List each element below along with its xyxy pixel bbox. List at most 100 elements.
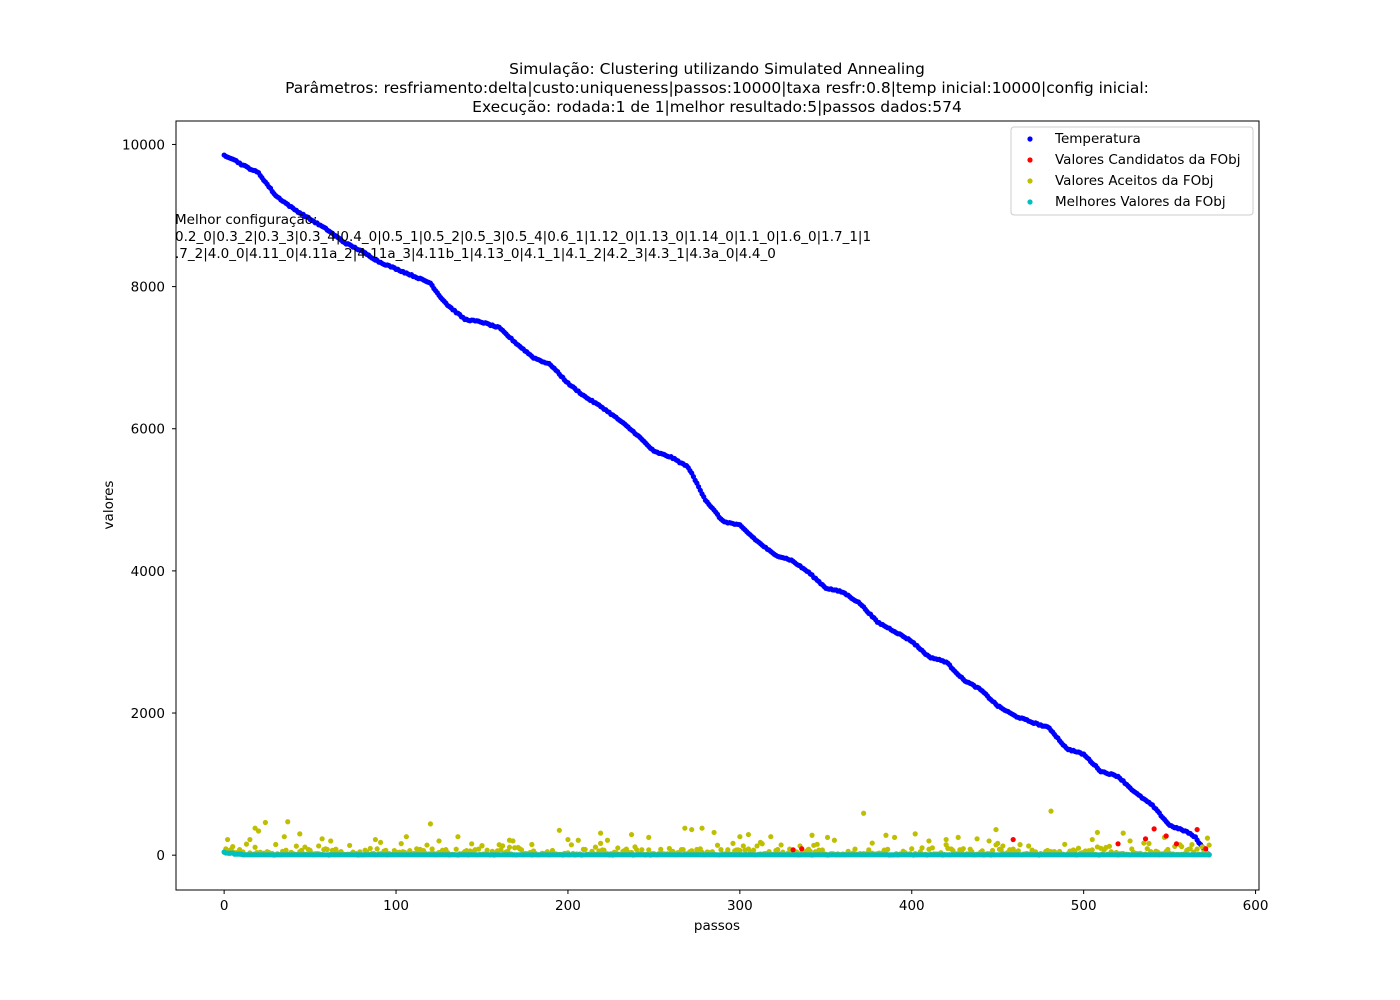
point-aceito xyxy=(398,841,404,847)
point-aceito xyxy=(255,828,262,834)
x-tick-label: 300 xyxy=(727,898,753,914)
point-aceito xyxy=(1062,841,1068,847)
legend-marker-melhores xyxy=(1027,199,1033,205)
point-aceito xyxy=(955,834,961,841)
point-aceito xyxy=(1048,808,1054,814)
point-aceito xyxy=(427,821,434,827)
plot-area xyxy=(221,152,1212,858)
point-aceito xyxy=(646,834,652,841)
point-aceito xyxy=(324,846,330,853)
point-aceito xyxy=(1189,841,1195,848)
series-valores-candidatos xyxy=(790,826,1209,853)
point-aceito xyxy=(333,846,339,852)
legend-label-aceitos: Valores Aceitos da FObj xyxy=(1055,173,1214,189)
point-aceito xyxy=(1106,843,1113,849)
point-aceito xyxy=(737,834,743,840)
point-melhor xyxy=(1206,852,1212,858)
point-candidato xyxy=(1203,846,1209,852)
legend-marker-temperatura xyxy=(1027,136,1033,142)
title-line-1: Simulação: Clustering utilizando Simulat… xyxy=(509,60,925,78)
point-aceito xyxy=(247,836,253,843)
point-aceito xyxy=(518,847,525,853)
x-axis-ticks: 0 100 200 300 400 500 600 xyxy=(220,890,1268,914)
point-aceito xyxy=(689,826,695,833)
point-aceito xyxy=(831,837,837,843)
point-aceito xyxy=(506,844,513,850)
point-aceito xyxy=(751,847,757,853)
legend-marker-aceitos xyxy=(1027,178,1033,184)
legend-label-melhores: Melhores Valores da FObj xyxy=(1055,194,1226,210)
annotation-line-3: .7_2|4.0_0|4.11_0|4.11a_2|4.11a_3|4.11b_… xyxy=(175,246,776,262)
point-aceito xyxy=(1146,840,1152,847)
point-aceito xyxy=(374,846,380,852)
point-aceito xyxy=(1204,835,1211,841)
title-line-3: Execução: rodada:1 de 1|melhor resultado… xyxy=(472,98,962,116)
point-aceito xyxy=(453,846,459,852)
series-valores-aceitos xyxy=(221,808,1212,858)
point-aceito xyxy=(1094,829,1101,836)
y-axis-ticks: 0 2000 4000 6000 8000 10000 xyxy=(122,137,176,864)
x-tick-label: 200 xyxy=(555,898,581,914)
point-aceito xyxy=(455,834,461,840)
point-aceito xyxy=(646,847,652,853)
point-aceito xyxy=(852,846,858,852)
point-aceito xyxy=(316,843,322,849)
point-aceito xyxy=(757,839,764,845)
point-aceito xyxy=(598,830,604,836)
point-aceito xyxy=(634,847,640,853)
point-aceito xyxy=(1089,836,1095,843)
legend-label-candidatos: Valores Candidatos da FObj xyxy=(1055,152,1241,168)
point-aceito xyxy=(328,838,334,844)
point-aceito xyxy=(912,831,918,837)
y-axis-label: valores xyxy=(101,481,117,530)
point-aceito xyxy=(711,829,717,836)
point-aceito xyxy=(989,847,996,854)
series-melhores-valores xyxy=(221,849,1212,858)
annotation-line-1: Melhor configuração: xyxy=(175,212,318,228)
point-aceito xyxy=(986,838,992,844)
point-candidato xyxy=(1163,833,1169,839)
point-aceito xyxy=(866,847,872,853)
point-aceito xyxy=(556,827,562,833)
title-line-2: Parâmetros: resfriamento:delta|custo:uni… xyxy=(285,79,1149,97)
point-candidato xyxy=(1194,826,1200,833)
point-aceito xyxy=(592,844,599,850)
point-aceito xyxy=(974,836,980,842)
point-candidato xyxy=(1173,841,1180,847)
point-aceito xyxy=(475,846,482,852)
point-aceito xyxy=(297,831,303,837)
y-tick-label: 10000 xyxy=(122,137,165,153)
point-candidato xyxy=(799,846,805,852)
point-aceito xyxy=(718,847,724,853)
point-aceito xyxy=(598,840,604,846)
chart-title: Simulação: Clustering utilizando Simulat… xyxy=(285,60,1149,116)
point-aceito xyxy=(929,845,935,851)
legend-label-temperatura: Temperatura xyxy=(1054,131,1141,147)
point-aceito xyxy=(575,837,581,843)
point-aceito xyxy=(682,825,688,831)
point-aceito xyxy=(224,836,231,843)
point-aceito xyxy=(1187,846,1193,852)
point-aceito xyxy=(1194,846,1200,852)
point-aceito xyxy=(479,843,485,849)
point-aceito xyxy=(861,810,867,816)
best-config-annotation: Melhor configuração: 0.2_0|0.3_2|0.3_3|0… xyxy=(175,212,871,262)
point-aceito xyxy=(615,845,621,851)
point-aceito xyxy=(285,819,291,825)
point-aceito xyxy=(281,834,287,840)
y-tick-label: 0 xyxy=(156,848,165,864)
point-aceito xyxy=(995,840,1001,847)
point-candidato xyxy=(1010,836,1016,843)
point-aceito xyxy=(604,837,611,843)
point-aceito xyxy=(979,848,985,854)
point-aceito xyxy=(582,846,588,853)
point-aceito xyxy=(943,836,949,843)
point-aceito xyxy=(699,825,705,831)
point-aceito xyxy=(993,826,999,833)
point-aceito xyxy=(1206,842,1212,848)
y-tick-label: 8000 xyxy=(131,280,165,296)
point-aceito xyxy=(383,847,389,853)
point-aceito xyxy=(372,836,379,843)
point-aceito xyxy=(885,846,891,852)
axes-frame xyxy=(175,120,1260,891)
